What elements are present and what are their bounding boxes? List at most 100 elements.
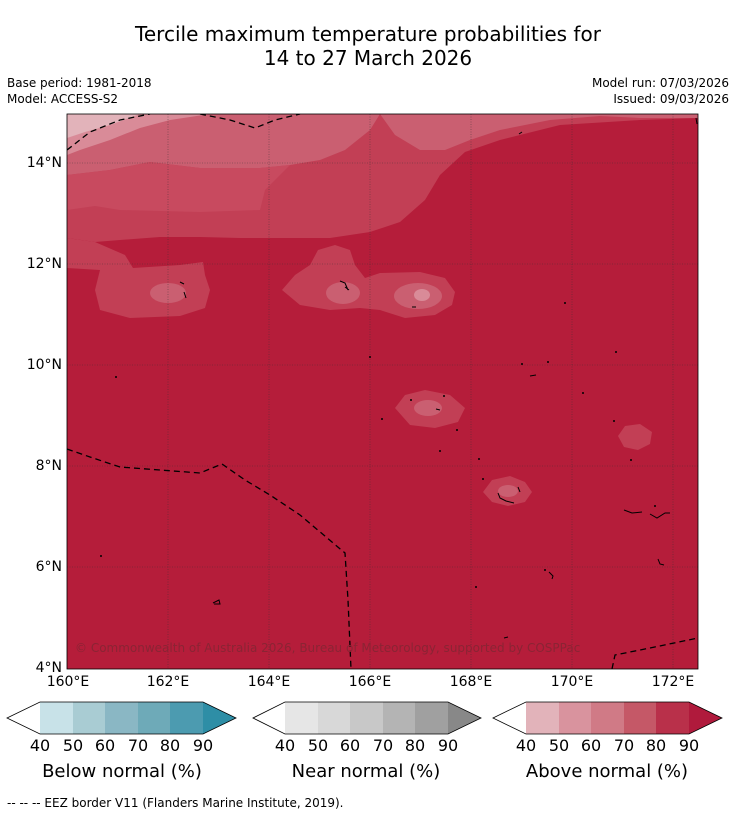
title-line-2: 14 to 27 March 2026 [263, 46, 473, 70]
near-swatch-3 [350, 702, 383, 734]
below-tick-90: 90 [192, 736, 214, 755]
graticule [67, 114, 698, 669]
below-tick-40: 40 [29, 736, 51, 755]
lon-label-160e: 160°E [46, 674, 90, 690]
island-1 [179, 281, 187, 299]
lon-label-172e: 172°E [651, 674, 695, 690]
near-outline [252, 701, 482, 735]
above-tick-40: 40 [515, 736, 537, 755]
near-tick-80: 80 [404, 736, 426, 755]
contour-above-70 [67, 114, 380, 175]
lat-label-12n: 12°N [26, 256, 62, 272]
above-swatch-1 [526, 702, 559, 734]
above-normal-title: Above normal (%) [525, 761, 689, 782]
above-swatch-4 [624, 702, 656, 734]
lat-label-14n: 14°N [26, 155, 62, 171]
eez-footnote: -- -- -- EEZ border V11 (Flanders Marine… [7, 796, 344, 810]
eez-border-southeast [611, 637, 698, 669]
above-extend-high [689, 702, 722, 734]
colorbar-above-svg [492, 701, 723, 735]
below-extend-high [203, 702, 236, 734]
lon-label-162e: 162°E [146, 674, 190, 690]
lon-label-166e: 166°E [348, 674, 392, 690]
issued-date: Issued: 09/03/2026 [613, 92, 729, 106]
below-normal-title: Below normal (%) [42, 761, 202, 782]
lat-label-10n: 10°N [26, 357, 62, 373]
model-run: Model run: 07/03/2026 [591, 76, 729, 90]
base-period: Base period: 1981-2018 [7, 76, 152, 90]
title-line-1: Tercile maximum temperature probabilitie… [135, 22, 601, 46]
below-swatch-3 [105, 702, 138, 734]
below-tick-80: 80 [159, 736, 181, 755]
island-6 [497, 486, 521, 504]
near-tick-50: 50 [307, 736, 329, 755]
below-tick-50: 50 [62, 736, 84, 755]
above-tick-60: 60 [580, 736, 602, 755]
map-svg [66, 113, 699, 670]
near-tick-70: 70 [372, 736, 394, 755]
near-swatch-1 [285, 702, 318, 734]
below-swatch-1 [40, 702, 73, 734]
below-swatch-4 [138, 702, 170, 734]
islands [179, 117, 698, 639]
contour-above-80-islet-3 [618, 424, 652, 450]
contour-above-70-east [380, 114, 698, 150]
map-frame [66, 113, 699, 670]
above-swatch-5 [656, 702, 689, 734]
eez-borders [67, 114, 698, 669]
below-tick-70: 70 [127, 736, 149, 755]
model-name: Model: ACCESS-S2 [7, 92, 119, 106]
contour-above-70-lower [67, 162, 290, 212]
contour-above-70-island-a [150, 283, 186, 303]
lon-label-168e: 168°E [449, 674, 493, 690]
contour-above-70-island-e [498, 485, 518, 497]
near-tick-90: 90 [437, 736, 459, 755]
near-extend-low [253, 702, 285, 734]
island-10 [695, 117, 698, 125]
above-swatch-3 [591, 702, 624, 734]
near-extend-high [448, 702, 481, 734]
chart-title: Tercile maximum temperature probabilitie… [0, 22, 736, 70]
island-4 [518, 131, 523, 135]
atolls [100, 302, 656, 588]
lat-label-4n: 4°N [35, 660, 62, 676]
above-swatch-2 [559, 702, 591, 734]
below-outline [6, 701, 237, 735]
lat-label-8n: 8°N [35, 458, 62, 474]
island-5 [212, 599, 221, 605]
island-2 [339, 280, 350, 291]
near-swatch-4 [383, 702, 415, 734]
below-swatch-5 [170, 702, 203, 734]
above-extend-low [493, 702, 526, 734]
lon-label-170e: 170°E [550, 674, 594, 690]
below-tick-60: 60 [94, 736, 116, 755]
island-9 [503, 374, 537, 639]
colorbar-below [0, 700, 245, 790]
colorbar-near [245, 700, 490, 790]
meta-right: Model run: 07/03/2026 Issued: 09/03/2026 [592, 75, 729, 107]
near-tick-40: 40 [274, 736, 296, 755]
below-extend-low [7, 702, 40, 734]
colorbar-above [486, 700, 731, 790]
near-normal-title: Near normal (%) [291, 761, 441, 782]
eez-border-west [67, 448, 352, 669]
island-7 [623, 509, 670, 519]
near-tick-60: 60 [339, 736, 361, 755]
meta-left: Base period: 1981-2018 Model: ACCESS-S2 [7, 75, 152, 107]
above-tick-80: 80 [645, 736, 667, 755]
above-outline [492, 701, 723, 735]
contour-above-70-island-b [326, 282, 360, 304]
below-swatch-2 [73, 702, 105, 734]
colorbar-near-svg [252, 701, 482, 735]
near-swatch-2 [318, 702, 350, 734]
above-tick-50: 50 [548, 736, 570, 755]
eez-border-north [67, 114, 301, 151]
island-8 [548, 558, 665, 580]
island-3 [412, 306, 441, 411]
contour-above-60-island-c [414, 289, 430, 301]
copyright-notice: © Commonwealth of Australia 2026, Bureau… [75, 641, 581, 655]
near-swatch-5 [415, 702, 448, 734]
above-tick-70: 70 [613, 736, 635, 755]
map-panel: 14°N 12°N 10°N 8°N 6°N 4°N 160°E 162°E 1… [26, 113, 699, 690]
contour-above-70-island-d [414, 400, 442, 416]
